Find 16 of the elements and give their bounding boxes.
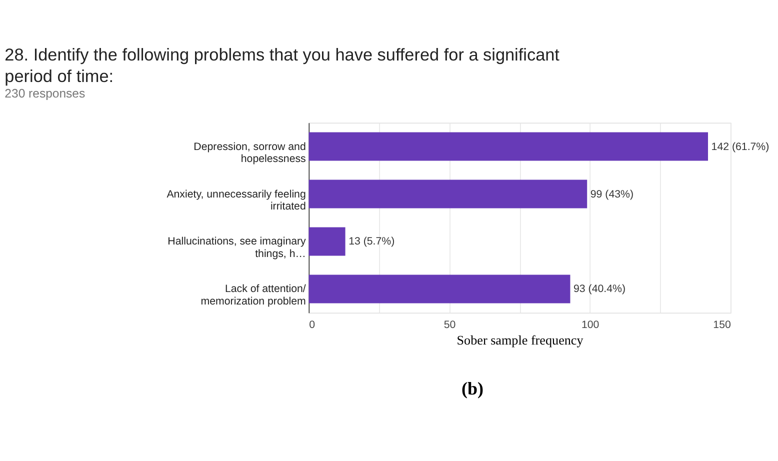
y-tick-label: Lack of attention/ memorization problem (200, 283, 306, 308)
chart-title: 28. Identify the following problems that you have suffered for a significant period of time: (4, 44, 560, 86)
data-label: 13 (5.7%) (348, 236, 395, 248)
x-tick-label: 100 (581, 318, 600, 331)
y-tick-label: Depression, sorrow and hopelessness (194, 140, 306, 166)
x-tick-label: 0 (309, 318, 316, 331)
text: (b) (462, 378, 484, 399)
data-label: 93 (40.4%) (574, 283, 626, 296)
data-label: 99 (43%) (590, 188, 634, 200)
y-tick-label: Anxiety, unnecessarily feeling irritated (166, 188, 306, 213)
x-tick-label: 150 (713, 318, 731, 331)
x-axis-title: Sober sample frequency (456, 332, 584, 348)
text: 230 responses (4, 86, 86, 100)
data-label: 142 (61.7%) (711, 140, 770, 153)
x-tick-label: 50 (444, 318, 456, 331)
y-tick-label: Hallucinations, see imaginary things, h… (168, 236, 307, 260)
